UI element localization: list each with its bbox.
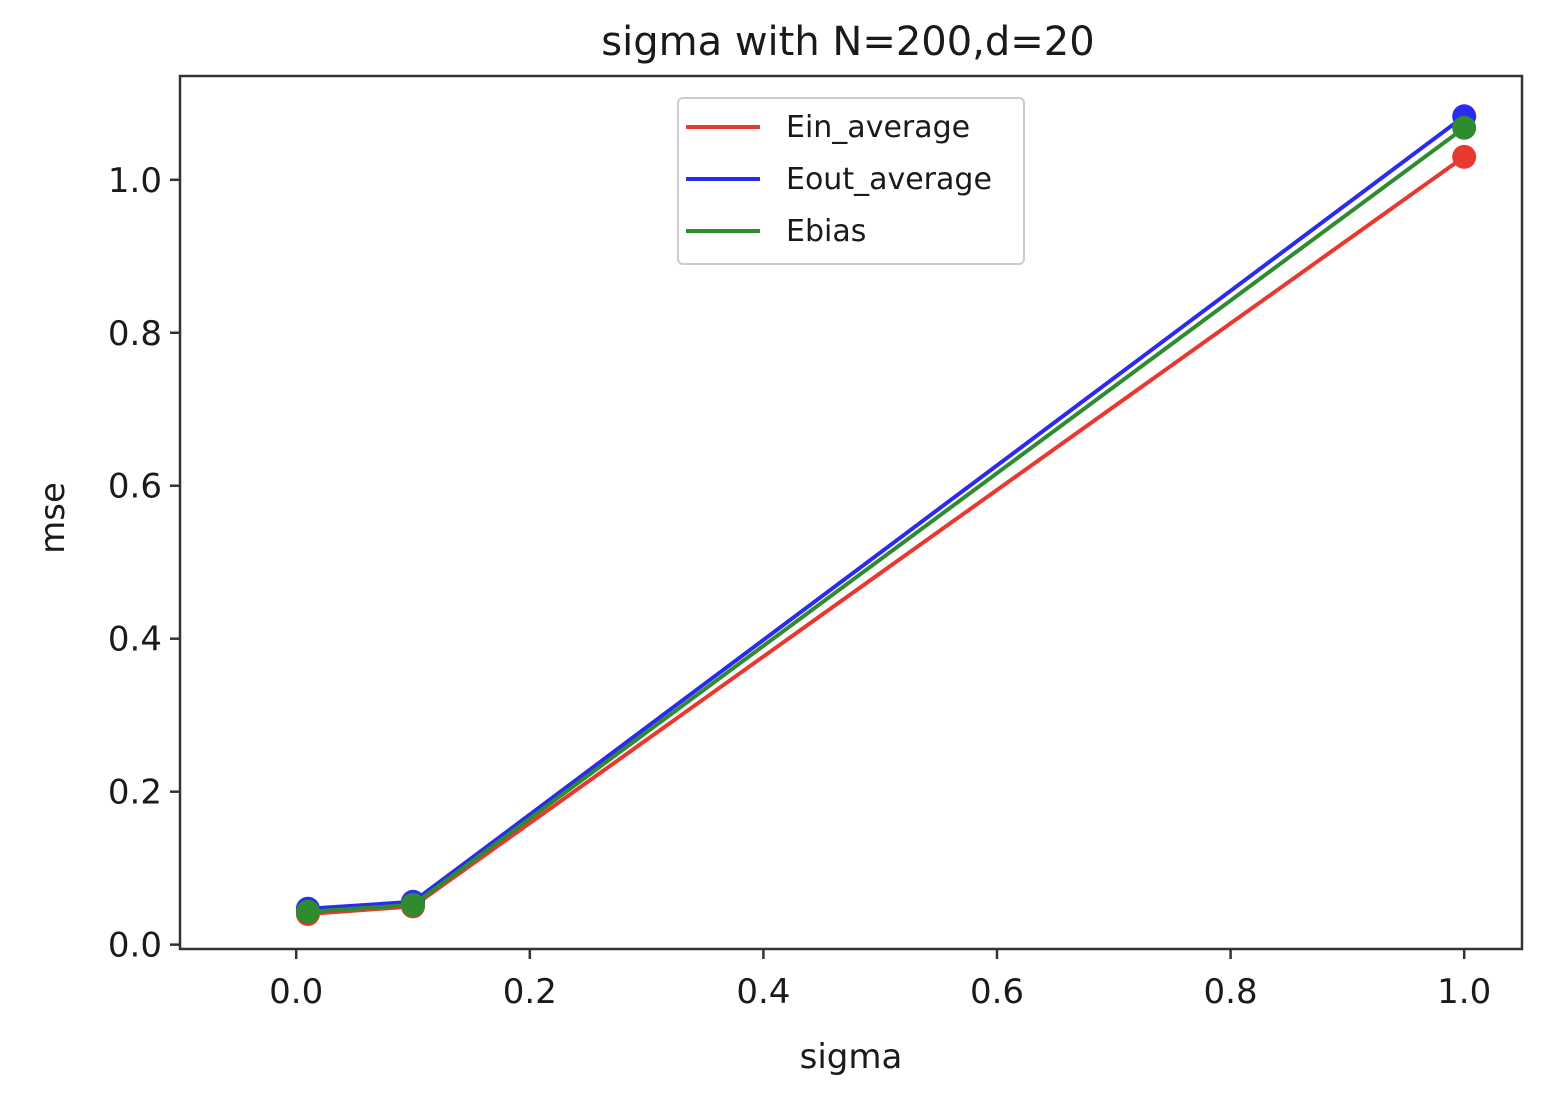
y-tick-label: 0.0 [108,926,162,966]
y-tick-label: 0.6 [108,467,162,507]
legend-label: Ein_average [786,110,970,145]
y-tick-label: 0.4 [108,620,162,660]
data-point-ebias [401,892,426,917]
data-point-ebias [1452,115,1477,140]
series-line-ein-average [305,154,1467,916]
y-tick-label: 0.8 [108,314,162,354]
plot-area [178,74,1524,951]
x-tick-label: 0.2 [503,972,557,1012]
data-point-ein-average [1452,144,1477,169]
legend-label: Eout_average [786,162,992,197]
legend: Ein_average Eout_average Ebias [677,97,1025,265]
x-tick-label: 1.0 [1437,972,1491,1012]
y-axis-label: mse [33,482,73,554]
series-layer [295,104,1477,927]
x-axis-label: sigma [800,1037,903,1077]
chart-title: sigma with N=200,d=20 [601,19,1094,65]
legend-box [677,97,1025,265]
x-tick-label: 0.8 [1204,972,1258,1012]
x-tick-label: 0.0 [269,972,323,1012]
data-point-ebias [295,899,320,924]
y-tick-label: 1.0 [108,161,162,201]
legend-label: Ebias [786,214,866,249]
y-axis: 0.0 0.2 0.4 0.6 0.8 1.0 [108,161,180,966]
y-tick-label: 0.2 [108,773,162,813]
x-tick-label: 0.4 [736,972,790,1012]
x-tick-label: 0.6 [970,972,1024,1012]
x-axis: 0.0 0.2 0.4 0.6 0.8 1.0 [269,949,1491,1012]
